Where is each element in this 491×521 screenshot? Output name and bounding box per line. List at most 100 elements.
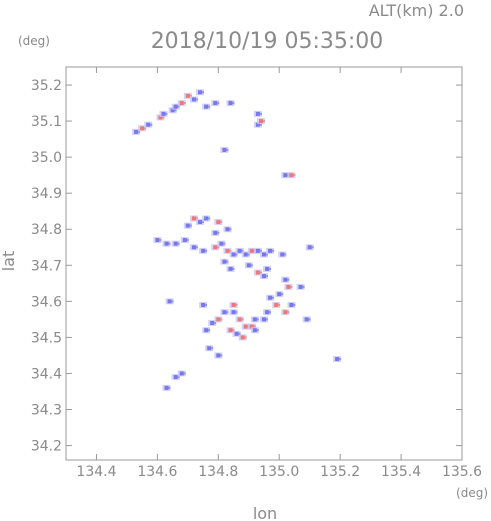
data-point [171, 103, 180, 110]
data-point [205, 345, 214, 352]
data-point [305, 244, 314, 251]
data-point [199, 247, 208, 254]
x-tick-label: 135.6 [442, 464, 482, 480]
data-point [241, 251, 250, 258]
x-tick-label: 134.4 [76, 464, 116, 480]
data-point [214, 352, 223, 359]
y-tick-label: 35.1 [31, 114, 62, 130]
x-unit-label: (deg) [456, 486, 488, 500]
data-point [287, 301, 296, 308]
data-point [302, 316, 311, 323]
data-point [272, 301, 281, 308]
data-points [132, 89, 342, 391]
y-tick-label: 34.2 [31, 439, 62, 455]
data-point [153, 237, 162, 244]
plot-frame [65, 66, 463, 461]
data-point [229, 301, 238, 308]
data-point [171, 374, 180, 381]
data-point [144, 121, 153, 128]
axis-ticks: 134.4 134.6 134.8 135.0 135.2 135.4 135.6 34.2 3… [31, 67, 482, 480]
x-tick-label: 135.0 [259, 464, 299, 480]
data-point [199, 301, 208, 308]
data-point [333, 356, 342, 363]
data-point [196, 219, 205, 226]
data-point [189, 215, 198, 222]
data-point [226, 327, 235, 334]
data-point [156, 114, 165, 121]
data-point [260, 251, 268, 258]
data-point [132, 128, 141, 135]
data-point [275, 291, 284, 298]
data-point [266, 247, 275, 254]
data-point [138, 125, 147, 132]
data-point [220, 309, 229, 316]
data-point [211, 100, 220, 107]
y-unit-label: (deg) [18, 34, 50, 48]
data-point [229, 309, 238, 316]
data-point [253, 121, 262, 128]
data-point [253, 247, 262, 254]
data-point [223, 247, 232, 254]
data-point [162, 240, 171, 247]
chart-title: 2018/10/19 05:35:00 [151, 29, 384, 54]
y-axis-label: lat [0, 251, 18, 272]
data-point [244, 262, 253, 269]
data-point [189, 96, 198, 103]
data-point [168, 107, 177, 114]
data-point [214, 316, 223, 323]
y-tick-label: 34.8 [31, 222, 62, 238]
y-tick-label: 35.2 [31, 78, 62, 94]
data-point [281, 309, 290, 316]
data-point [284, 283, 293, 290]
data-point [159, 110, 168, 117]
data-point [260, 316, 268, 323]
y-tick-label: 34.4 [31, 366, 62, 382]
y-tick-label: 34.6 [31, 294, 62, 310]
data-point [196, 89, 205, 96]
data-point [253, 269, 262, 276]
y-tick-label: 34.3 [31, 403, 62, 419]
data-point [211, 244, 220, 251]
data-point [256, 118, 265, 125]
x-tick-label: 134.8 [198, 464, 238, 480]
data-point [183, 92, 192, 99]
data-point [202, 327, 211, 334]
data-point [260, 273, 268, 280]
x-tick-label: 135.4 [381, 464, 421, 480]
data-point [189, 244, 198, 251]
data-point [250, 327, 259, 334]
data-point [202, 215, 211, 222]
data-point [202, 103, 211, 110]
data-point [238, 334, 247, 341]
data-point [208, 319, 217, 326]
data-point [232, 330, 241, 337]
y-tick-label: 34.7 [31, 258, 62, 274]
data-point [247, 323, 256, 330]
data-point [183, 222, 192, 229]
data-point [220, 258, 229, 265]
data-point [296, 283, 305, 290]
altitude-label: ALT(km) 2.0 [369, 1, 464, 20]
data-point [250, 316, 259, 323]
data-point [180, 237, 189, 244]
y-tick-label: 35.0 [31, 150, 62, 166]
data-point [220, 146, 229, 153]
data-point [223, 226, 232, 233]
data-point [217, 240, 226, 247]
data-point [211, 229, 220, 236]
y-tick-label: 34.9 [31, 186, 62, 202]
data-point [278, 251, 287, 258]
data-point [177, 100, 186, 107]
data-point [177, 370, 186, 377]
x-tick-label: 135.2 [320, 464, 360, 480]
y-tick-label: 34.5 [31, 330, 62, 346]
data-point [266, 294, 275, 301]
x-tick-label: 134.6 [137, 464, 177, 480]
x-axis-label: lon [253, 504, 277, 521]
data-point [171, 240, 180, 247]
data-point [229, 251, 238, 258]
data-point [235, 247, 244, 254]
data-point [253, 110, 262, 117]
data-point [165, 298, 174, 305]
